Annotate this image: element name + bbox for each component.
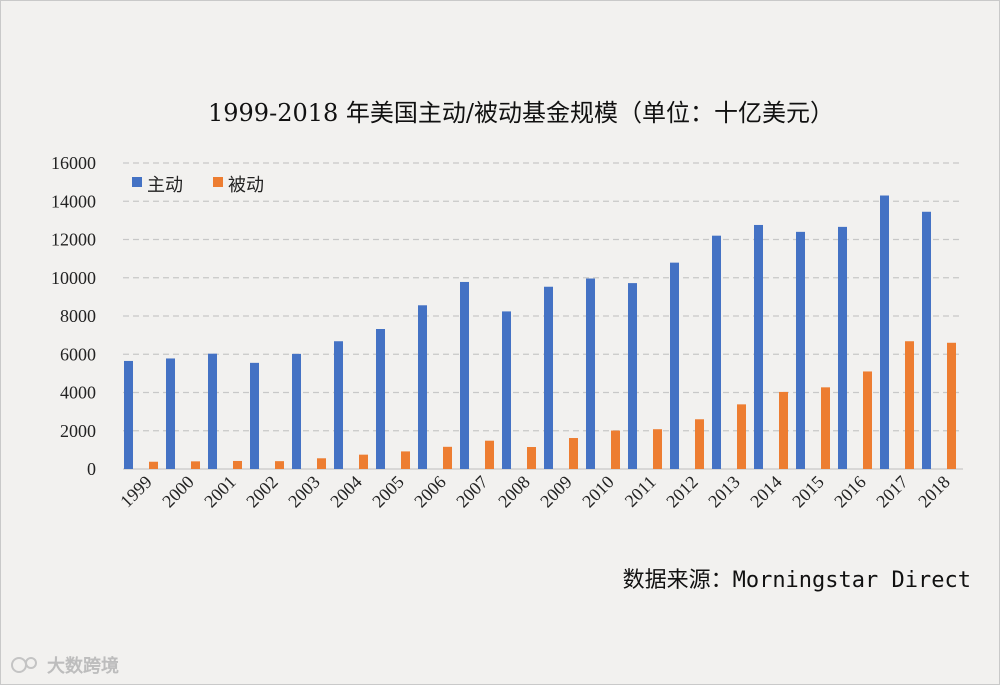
bar-passive — [737, 404, 746, 469]
bar-passive — [569, 438, 578, 469]
y-tick-label: 4000 — [60, 383, 96, 403]
x-tick-label: 2003 — [284, 472, 324, 512]
x-tick-label: 2016 — [830, 472, 870, 512]
bar-active — [502, 311, 511, 469]
bar-active — [418, 305, 427, 469]
bar-passive — [191, 461, 200, 469]
bar-active — [250, 362, 259, 469]
bar-active — [712, 235, 721, 469]
gridlines — [123, 162, 963, 470]
x-tick-label: 2004 — [326, 472, 366, 512]
x-tick-label: 2006 — [410, 472, 450, 512]
legend-swatch-passive — [213, 177, 223, 187]
bar-active — [544, 286, 553, 469]
bar-passive — [527, 447, 536, 469]
bar-active — [754, 224, 763, 469]
bar-passive — [863, 371, 872, 469]
bar-active — [838, 226, 847, 469]
watermark-text: 大数跨境 — [47, 655, 119, 677]
x-tick-label: 2013 — [704, 472, 744, 512]
bar-passive — [443, 446, 452, 469]
bar-passive — [905, 341, 914, 469]
bar-active — [880, 195, 889, 469]
bar-passive — [359, 454, 368, 469]
bar-active — [292, 353, 301, 469]
x-tick-label: 2010 — [578, 472, 618, 512]
x-axis: 1999 2000 2001 2002 2003 2004 2005 2006 2007 2008… — [116, 472, 954, 512]
bar-passive — [233, 460, 242, 469]
y-tick-label: 14000 — [51, 191, 96, 211]
x-tick-label: 2017 — [872, 472, 912, 512]
bar-active — [586, 278, 595, 469]
bar-passive — [695, 419, 704, 469]
y-tick-label: 16000 — [51, 153, 96, 173]
legend: 主动 被动 — [132, 175, 264, 196]
bar-passive — [275, 461, 284, 469]
bar-passive — [653, 429, 662, 469]
bar-passive — [485, 440, 494, 469]
x-tick-label: 2012 — [662, 472, 702, 512]
bar-passive — [821, 387, 830, 469]
x-tick-label: 2001 — [200, 472, 240, 512]
bar-active — [922, 211, 931, 470]
bar-active — [124, 360, 133, 469]
watermark-logo-icon — [11, 657, 27, 673]
chart-title: 1999-2018 年美国主动/被动基金规模（单位：十亿美元） — [208, 99, 834, 127]
legend-label-passive: 被动 — [228, 175, 264, 196]
x-tick-label: 2015 — [788, 472, 828, 512]
x-tick-label: 2007 — [452, 472, 492, 512]
x-tick-label: 2018 — [914, 472, 954, 512]
bar-active — [628, 283, 637, 469]
y-tick-label: 6000 — [60, 344, 96, 364]
bar-active — [208, 353, 217, 469]
bar-passive — [149, 461, 158, 469]
bar-active — [460, 281, 469, 469]
watermark-logo-icon-2 — [25, 657, 37, 669]
bar-active — [334, 341, 343, 469]
bar-passive — [611, 430, 620, 469]
y-tick-label: 12000 — [51, 230, 96, 250]
x-tick-label: 2000 — [158, 472, 198, 512]
x-tick-label: 2009 — [536, 472, 576, 512]
x-tick-label: 2014 — [746, 472, 786, 512]
watermark: 大数跨境 — [11, 655, 119, 677]
y-tick-label: 0 — [87, 459, 96, 479]
y-tick-label: 10000 — [51, 268, 96, 288]
bar-active — [166, 358, 175, 469]
bar-passive — [779, 391, 788, 469]
bar-passive — [401, 451, 410, 469]
y-axis: 0 2000 4000 6000 8000 10000 12000 14000 16000 — [51, 153, 96, 479]
y-tick-label: 2000 — [60, 421, 96, 441]
bars — [124, 195, 956, 470]
bar-passive — [317, 458, 326, 469]
bar-active — [670, 262, 679, 469]
source-note: 数据来源：Morningstar Direct — [623, 568, 971, 593]
x-tick-label: 2005 — [368, 472, 408, 512]
x-tick-label: 2008 — [494, 472, 534, 512]
bar-active — [796, 231, 805, 469]
x-tick-label: 2011 — [621, 472, 660, 511]
bar-active — [376, 329, 385, 469]
y-tick-label: 8000 — [60, 306, 96, 326]
x-tick-label: 1999 — [116, 472, 156, 512]
x-tick-label: 2002 — [242, 472, 282, 512]
bar-passive — [947, 342, 956, 469]
legend-label-active: 主动 — [147, 175, 183, 196]
legend-swatch-active — [132, 177, 142, 187]
